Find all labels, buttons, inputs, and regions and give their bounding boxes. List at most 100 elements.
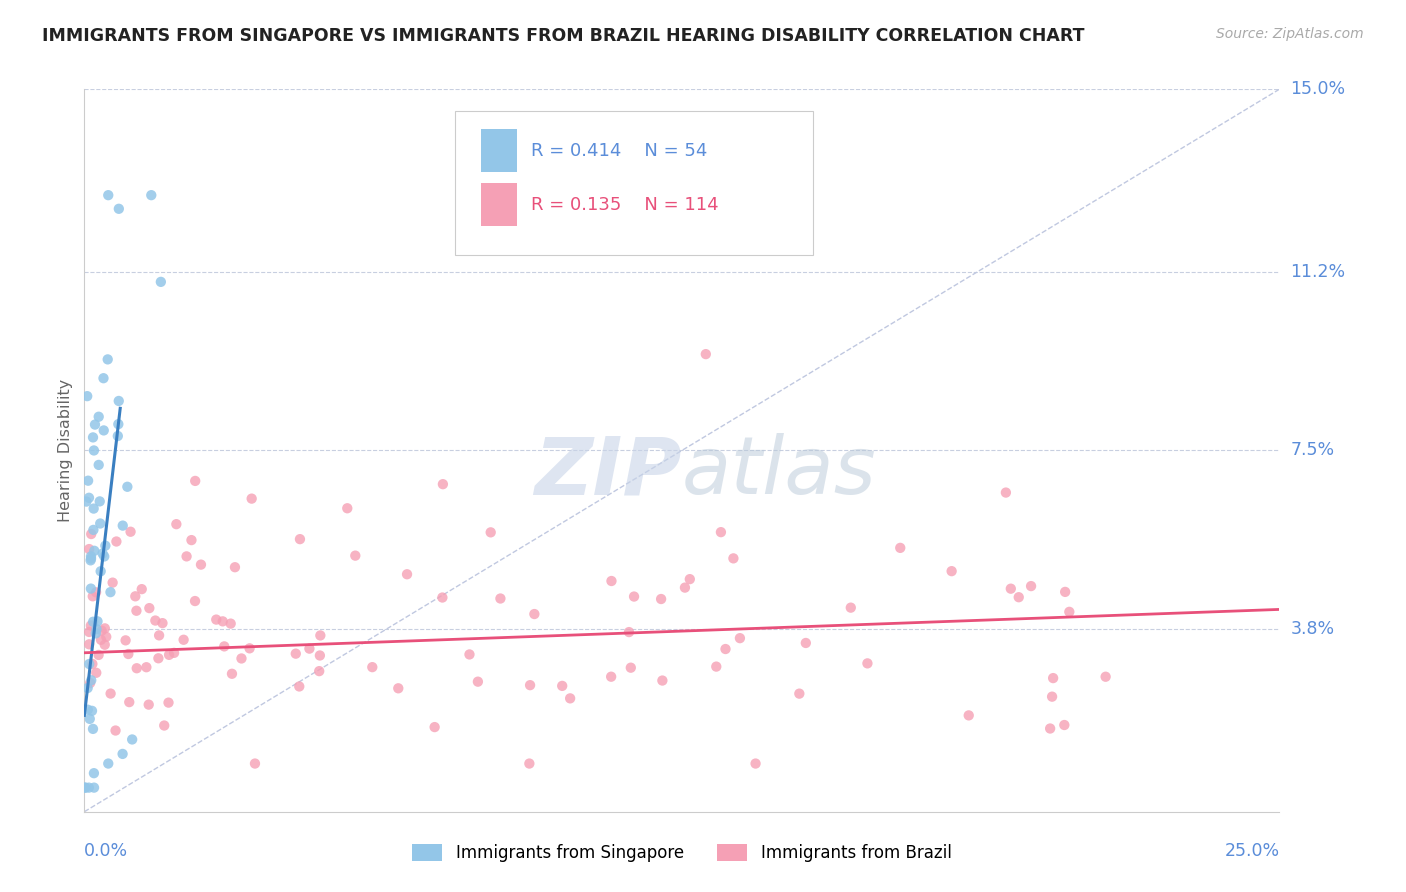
- Point: [94, 539, 117, 553]
- Point: [89, 516, 111, 531]
- Point: [76, 389, 98, 403]
- Point: [105, 534, 128, 549]
- Point: [77, 624, 100, 639]
- Point: [489, 591, 512, 606]
- Point: [288, 680, 311, 694]
- Point: [131, 582, 153, 596]
- Point: [344, 549, 367, 563]
- Point: [93, 424, 115, 438]
- Text: IMMIGRANTS FROM SINGAPORE VS IMMIGRANTS FROM BRAZIL HEARING DISABILITY CORRELATI: IMMIGRANTS FROM SINGAPORE VS IMMIGRANTS …: [42, 27, 1084, 45]
- Text: 7.5%: 7.5%: [1291, 442, 1334, 459]
- Point: [77, 657, 100, 671]
- Bar: [481, 129, 517, 172]
- Point: [94, 638, 117, 652]
- Point: [309, 648, 332, 663]
- Point: [1008, 591, 1031, 605]
- Point: [76, 681, 98, 695]
- Point: [97, 756, 120, 771]
- Point: [479, 525, 502, 540]
- Point: [205, 613, 228, 627]
- Point: [83, 766, 105, 780]
- Point: [679, 572, 702, 586]
- Point: [94, 621, 117, 635]
- Point: [83, 543, 105, 558]
- Point: [80, 549, 103, 564]
- Point: [84, 626, 107, 640]
- Point: [1059, 605, 1081, 619]
- Point: [224, 560, 246, 574]
- Point: [120, 524, 142, 539]
- Point: [101, 575, 124, 590]
- Point: [723, 551, 745, 566]
- Point: [77, 780, 100, 795]
- Point: [138, 601, 160, 615]
- Point: [73, 780, 96, 795]
- Point: [90, 624, 112, 638]
- Point: [86, 615, 108, 629]
- Point: [458, 648, 481, 662]
- Text: Source: ZipAtlas.com: Source: ZipAtlas.com: [1216, 27, 1364, 41]
- Point: [91, 547, 114, 561]
- Text: 3.8%: 3.8%: [1291, 620, 1334, 638]
- Point: [77, 491, 100, 505]
- Point: [423, 720, 446, 734]
- Point: [77, 637, 100, 651]
- Point: [288, 532, 311, 546]
- Point: [84, 417, 107, 432]
- Point: [93, 549, 115, 564]
- Point: [673, 581, 696, 595]
- Point: [80, 618, 103, 632]
- Point: [84, 585, 107, 599]
- Point: [600, 574, 623, 588]
- Point: [163, 646, 186, 660]
- Point: [551, 679, 574, 693]
- Point: [651, 673, 673, 688]
- Point: [80, 582, 103, 596]
- Point: [117, 480, 139, 494]
- Point: [111, 747, 134, 761]
- Point: [135, 660, 157, 674]
- Point: [97, 352, 120, 367]
- Point: [86, 622, 108, 636]
- Legend: Immigrants from Singapore, Immigrants from Brazil: Immigrants from Singapore, Immigrants fr…: [406, 837, 957, 869]
- Point: [143, 614, 166, 628]
- Point: [77, 542, 100, 557]
- Point: [219, 616, 242, 631]
- Point: [650, 592, 672, 607]
- Point: [108, 202, 131, 216]
- Text: R = 0.414    N = 54: R = 0.414 N = 54: [531, 142, 707, 160]
- Point: [620, 661, 643, 675]
- Point: [239, 641, 262, 656]
- Point: [889, 541, 911, 555]
- Point: [148, 628, 170, 642]
- Bar: [481, 183, 517, 227]
- Point: [89, 494, 111, 508]
- Point: [794, 636, 817, 650]
- Text: R = 0.135    N = 114: R = 0.135 N = 114: [531, 196, 718, 214]
- Point: [125, 661, 148, 675]
- Point: [107, 429, 129, 443]
- Point: [75, 780, 97, 795]
- Point: [82, 430, 104, 444]
- Point: [1042, 671, 1064, 685]
- Text: 15.0%: 15.0%: [1291, 80, 1346, 98]
- Point: [79, 712, 101, 726]
- Point: [107, 394, 129, 409]
- Point: [100, 585, 122, 599]
- Point: [214, 640, 236, 654]
- Point: [100, 687, 122, 701]
- Point: [111, 518, 134, 533]
- Point: [744, 756, 766, 771]
- Point: [80, 704, 103, 718]
- Point: [157, 696, 180, 710]
- Point: [704, 659, 727, 673]
- Point: [180, 533, 202, 548]
- Point: [1040, 690, 1063, 704]
- Point: [84, 665, 107, 680]
- Point: [83, 780, 105, 795]
- Point: [90, 632, 112, 647]
- Point: [124, 590, 146, 604]
- Point: [941, 564, 963, 578]
- Point: [1053, 718, 1076, 732]
- Point: [152, 616, 174, 631]
